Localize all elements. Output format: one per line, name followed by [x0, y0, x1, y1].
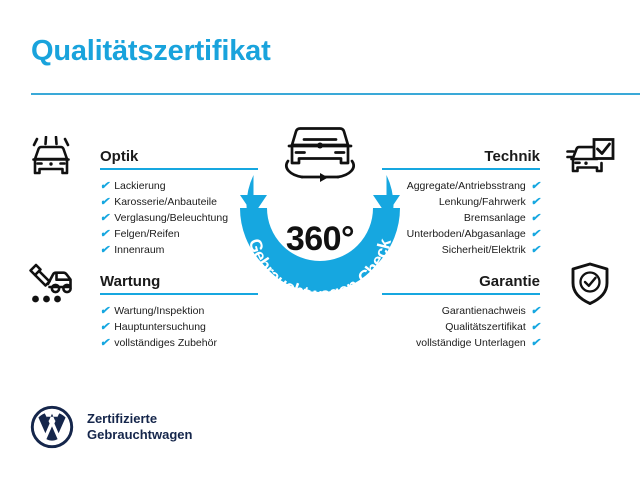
check-icon: ✔	[530, 320, 540, 333]
checklist-optik: ✔ Lackierung ✔ Karosserie/Anbauteile ✔ Verg…	[22, 178, 262, 258]
section-divider-garantie	[382, 293, 540, 295]
check-icon: ✔	[100, 195, 110, 208]
list-item: Sicherheit/Elektrik ✔	[378, 242, 540, 258]
title-divider	[31, 93, 640, 95]
footer-brand: Zertifizierte Gebrauchtwagen	[30, 405, 192, 449]
list-item: ✔ Innenraum	[100, 242, 262, 258]
list-item-label: Garantienachweis	[441, 305, 526, 317]
list-item-label: Bremsanlage	[463, 212, 526, 224]
section-technik: Technik Aggregate/Antriebsstrang ✔ Lenkun…	[378, 136, 618, 258]
shield-check-icon	[562, 261, 618, 307]
section-divider-technik	[382, 168, 540, 170]
list-item-label: Karosserie/Anbauteile	[114, 196, 217, 208]
list-item-label: vollständige Unterlagen	[416, 337, 526, 349]
list-item-label: vollständiges Zubehör	[114, 337, 217, 349]
list-item-label: Unterboden/Abgasanlage	[406, 228, 526, 240]
check-icon: ✔	[530, 195, 540, 208]
section-title-technik: Technik	[484, 148, 540, 165]
volkswagen-logo-icon	[30, 405, 74, 449]
car-shine-icon	[22, 136, 78, 182]
check-icon: ✔	[530, 304, 540, 317]
checklist-technik: Aggregate/Antriebsstrang ✔ Lenkung/Fahrwe…	[378, 178, 618, 258]
list-item-label: Lackierung	[114, 180, 166, 192]
list-item: Qualitätszertifikat ✔	[378, 319, 540, 335]
badge-center-text: 360°	[285, 220, 355, 258]
list-item-label: Wartung/Inspektion	[114, 305, 205, 317]
list-item: Aggregate/Antriebsstrang ✔	[378, 178, 540, 194]
check-icon: ✔	[100, 211, 110, 224]
gebrauchtwagen-check-badge: Gebrauchtwagen-Check	[226, 116, 414, 316]
car-checkbox-icon	[562, 136, 618, 182]
section-title-wartung: Wartung	[100, 273, 161, 290]
footer-brand-text: Zertifizierte Gebrauchtwagen	[87, 411, 192, 443]
check-icon: ✔	[100, 227, 110, 240]
section-wartung: Wartung ✔ Wartung/Inspektion ✔ Hauptunters…	[22, 261, 262, 351]
list-item: ✔ Felgen/Reifen	[100, 226, 262, 242]
check-icon: ✔	[100, 304, 110, 317]
list-item: vollständige Unterlagen ✔	[378, 335, 540, 351]
checklist-garantie: Garantienachweis ✔ Qualitätszertifikat ✔ v…	[378, 303, 618, 351]
section-title-optik: Optik	[100, 148, 139, 165]
checklist-wartung: ✔ Wartung/Inspektion ✔ Hauptuntersuchung ✔…	[22, 303, 262, 351]
section-garantie: Garantie Garantienachweis ✔ Qualitätszert…	[378, 261, 618, 351]
list-item: ✔ vollständiges Zubehör	[100, 335, 262, 351]
check-icon: ✔	[530, 211, 540, 224]
section-title-garantie: Garantie	[479, 273, 540, 290]
list-item: ✔ Karosserie/Anbauteile	[100, 194, 262, 210]
check-icon: ✔	[100, 320, 110, 333]
check-icon: ✔	[530, 227, 540, 240]
list-item: Lenkung/Fahrwerk ✔	[378, 194, 540, 210]
section-divider-optik	[100, 168, 258, 170]
check-icon: ✔	[530, 179, 540, 192]
list-item: Garantienachweis ✔	[378, 303, 540, 319]
list-item-label: Hauptuntersuchung	[114, 321, 206, 333]
check-icon: ✔	[100, 243, 110, 256]
list-item: ✔ Lackierung	[100, 178, 262, 194]
list-item-label: Qualitätszertifikat	[445, 321, 526, 333]
list-item-label: Sicherheit/Elektrik	[441, 244, 526, 256]
section-divider-wartung	[100, 293, 258, 295]
list-item: ✔ Verglasung/Beleuchtung	[100, 210, 262, 226]
list-item: ✔ Wartung/Inspektion	[100, 303, 262, 319]
check-icon: ✔	[100, 336, 110, 349]
section-optik: Optik ✔ Lackierung ✔ Karosserie/Anbauteile…	[22, 136, 262, 258]
car-wrench-service-icon	[22, 261, 78, 307]
list-item: Bremsanlage ✔	[378, 210, 540, 226]
list-item: ✔ Hauptuntersuchung	[100, 319, 262, 335]
footer-line-1: Zertifizierte	[87, 411, 158, 426]
check-icon: ✔	[530, 336, 540, 349]
list-item-label: Innenraum	[114, 244, 165, 256]
list-item-label: Verglasung/Beleuchtung	[114, 212, 229, 224]
page-title: Qualitätszertifikat	[31, 35, 271, 67]
list-item-label: Lenkung/Fahrwerk	[438, 196, 526, 208]
footer-line-2: Gebrauchtwagen	[87, 427, 193, 442]
list-item-label: Felgen/Reifen	[114, 228, 180, 240]
check-icon: ✔	[530, 243, 540, 256]
list-item-label: Aggregate/Antriebsstrang	[406, 180, 526, 192]
list-item: Unterboden/Abgasanlage ✔	[378, 226, 540, 242]
check-icon: ✔	[100, 179, 110, 192]
